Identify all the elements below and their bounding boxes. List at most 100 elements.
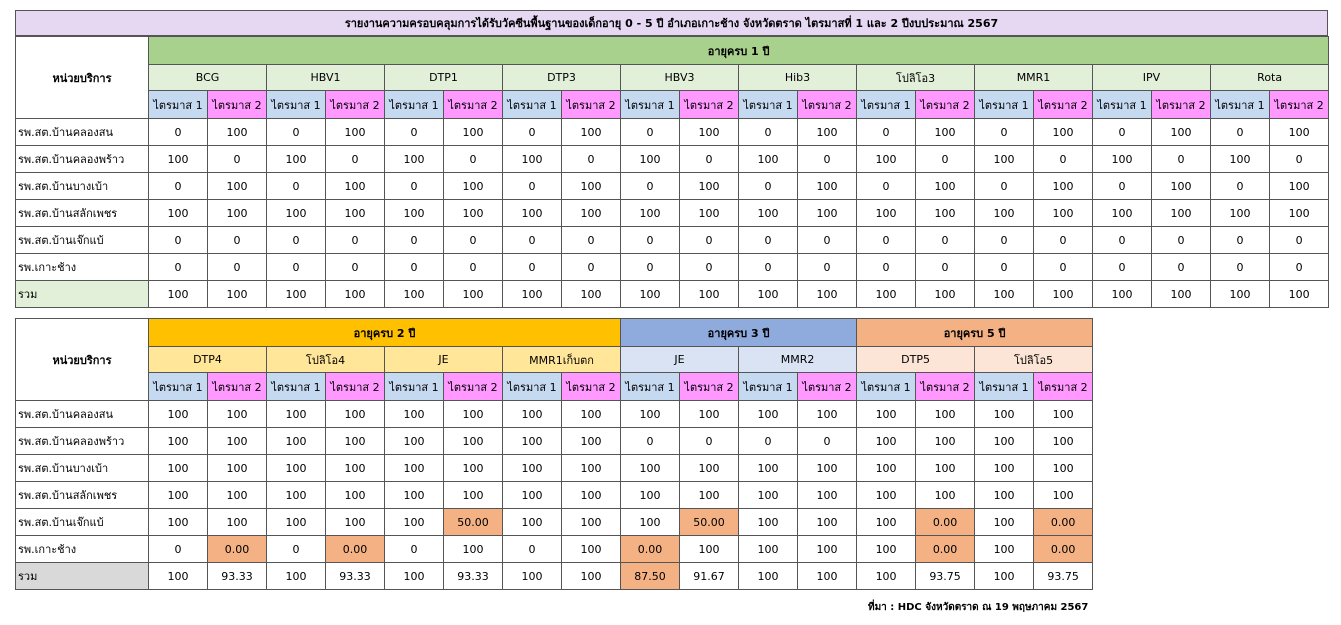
- vaccine-header: MMR1: [974, 64, 1093, 91]
- quarter-header: ไตรมาส 1: [738, 90, 798, 119]
- unit-name: รพ.สต.บ้านคลองสน: [15, 400, 149, 428]
- coverage-value: 100: [797, 172, 857, 200]
- coverage-value: 100: [738, 400, 799, 428]
- total-value: 93.75: [1033, 562, 1094, 590]
- total-value: 100: [974, 280, 1034, 308]
- quarter-header-row: ไตรมาส 1 ไตรมาส 2 ไตรมาส 1 ไตรมาส 2 ไตรมาส 1…: [16, 372, 1094, 401]
- total-value: 100: [915, 280, 975, 308]
- coverage-value: 100: [148, 145, 208, 173]
- coverage-table-age-2-5: หน่วยบริการ อายุครบ 2 ปี อายุครบ 3 ปี อายุค…: [15, 318, 1094, 590]
- total-value: 100: [560, 562, 622, 590]
- coverage-value: 0: [266, 172, 326, 200]
- coverage-value: 0: [1210, 226, 1270, 254]
- coverage-value: 100: [1033, 481, 1094, 509]
- coverage-value: 50.00: [443, 508, 503, 536]
- table-row: รพ.สต.บ้านคลองสน 0 100 0 100 0 100 0 100 0 100 0 100…: [15, 118, 1330, 146]
- coverage-value: 0: [502, 118, 562, 146]
- total-value: 87.50: [620, 562, 681, 590]
- vaccine-header: JE: [620, 346, 740, 373]
- coverage-value: 0: [148, 253, 208, 281]
- coverage-value: 100: [266, 400, 326, 428]
- coverage-value: 100: [325, 427, 385, 455]
- table-row: รพ.เกาะช้าง 0 0 0 0 0 0 0 0 0 0 0 0 0 0 0 0 0 0 0 0: [15, 253, 1330, 281]
- unit-name: รพ.สต.บ้านคลองพร้าว: [15, 145, 149, 173]
- quarter-header: ไตรมาส 2: [1151, 90, 1211, 119]
- vaccine-header: โปลิโอ4: [266, 346, 385, 373]
- quarter-header: ไตรมาส 2: [679, 90, 739, 119]
- coverage-value: 0: [679, 427, 740, 455]
- coverage-value: 0: [384, 118, 444, 146]
- coverage-value: 100: [384, 400, 444, 428]
- table-row: รพ.สต.บ้านเจ๊กแบ้ 0 0 0 0 0 0 0 0 0 0 0 0 0 0 0 0 0 0 0 0: [15, 226, 1330, 254]
- coverage-value: 100: [1210, 199, 1270, 227]
- table-row: รพ.สต.บ้านคลองพร้าว 100 100 100 100 100 100 100…: [15, 427, 1094, 455]
- report-title: รายงานความครอบคลุมการได้รับวัคซีนพื้นฐาน…: [15, 10, 1328, 36]
- coverage-value: 100: [738, 199, 798, 227]
- quarter-header: ไตรมาส 1: [266, 90, 326, 119]
- unit-column-header: หน่วยบริการ: [15, 36, 149, 119]
- coverage-value: 100: [738, 481, 799, 509]
- coverage-value: 100: [443, 454, 503, 482]
- coverage-value: 0: [1210, 253, 1270, 281]
- coverage-value: 0: [797, 427, 858, 455]
- coverage-value: 100: [266, 199, 326, 227]
- coverage-value: 100: [148, 481, 208, 509]
- coverage-value: 100: [384, 454, 444, 482]
- coverage-value: 100: [325, 400, 385, 428]
- coverage-value: 100: [443, 427, 503, 455]
- coverage-value: 0: [502, 253, 562, 281]
- coverage-value: 0: [679, 226, 739, 254]
- coverage-value: 0: [207, 226, 267, 254]
- total-value: 91.67: [679, 562, 740, 590]
- coverage-value: 100: [974, 427, 1035, 455]
- coverage-value: 100: [443, 172, 503, 200]
- quarter-header: ไตรมาส 1: [620, 372, 681, 401]
- total-value: 93.75: [915, 562, 976, 590]
- coverage-value: 100: [502, 481, 562, 509]
- coverage-value: 0.00: [620, 535, 681, 563]
- quarter-header: ไตรมาส 2: [443, 372, 503, 401]
- coverage-value: 0: [325, 226, 385, 254]
- coverage-value: 100: [974, 199, 1034, 227]
- coverage-value: 0: [1151, 253, 1211, 281]
- coverage-value: 0: [148, 118, 208, 146]
- coverage-value: 0: [974, 118, 1034, 146]
- coverage-value: 0: [443, 226, 503, 254]
- coverage-value: 100: [502, 454, 562, 482]
- table-row: รพ.สต.บ้านสลักเพชร 100 100 100 100 100 100 100 1…: [15, 481, 1094, 509]
- unit-name: รพ.สต.บ้านสลักเพชร: [15, 199, 149, 227]
- coverage-value: 100: [384, 481, 444, 509]
- coverage-value: 100: [443, 481, 503, 509]
- coverage-value: 0: [738, 226, 798, 254]
- total-value: 100: [384, 562, 444, 590]
- age-group-header: อายุครบ 2 ปี: [147, 318, 622, 347]
- coverage-value: 100: [207, 481, 267, 509]
- coverage-value: 100: [148, 400, 208, 428]
- total-value: 100: [856, 562, 917, 590]
- coverage-value: 0: [620, 172, 680, 200]
- coverage-value: 100: [738, 535, 799, 563]
- coverage-value: 100: [797, 118, 857, 146]
- coverage-value: 0: [915, 226, 975, 254]
- coverage-value: 100: [266, 481, 326, 509]
- vaccine-header: BCG: [148, 64, 267, 91]
- coverage-value: 100: [1268, 118, 1330, 146]
- quarter-header: ไตรมาส 1: [384, 372, 444, 401]
- unit-name: รพ.สต.บ้านเจ๊กแบ้: [15, 508, 149, 536]
- coverage-value: 100: [1033, 118, 1093, 146]
- total-value: 100: [266, 280, 326, 308]
- total-value: 100: [1033, 280, 1093, 308]
- coverage-value: 100: [502, 199, 562, 227]
- vaccine-header: DTP3: [502, 64, 621, 91]
- coverage-value: 0.00: [1033, 508, 1094, 536]
- coverage-value: 0: [679, 145, 739, 173]
- total-value: 100: [1092, 280, 1152, 308]
- vaccine-header: โปลิโอ5: [974, 346, 1094, 373]
- coverage-value: 100: [915, 481, 976, 509]
- coverage-value: 100: [738, 454, 799, 482]
- coverage-value: 100: [738, 508, 799, 536]
- coverage-value: 0: [1151, 145, 1211, 173]
- coverage-value: 0: [384, 226, 444, 254]
- total-value: 100: [1268, 280, 1330, 308]
- coverage-value: 0.00: [1033, 535, 1094, 563]
